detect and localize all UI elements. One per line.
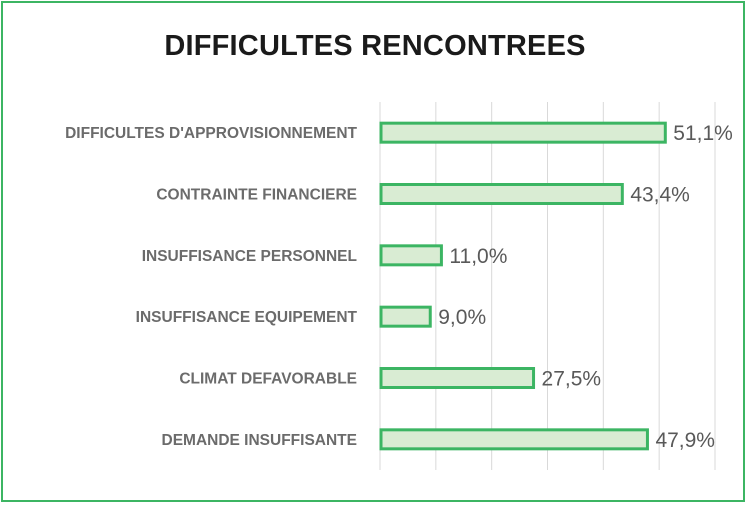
category-label: INSUFFISANCE PERSONNEL <box>142 248 357 265</box>
bars <box>379 121 667 451</box>
bar <box>379 121 667 144</box>
data-label: 47,9% <box>655 429 715 452</box>
category-label: CLIMAT DEFAVORABLE <box>179 371 357 388</box>
bar <box>379 183 624 205</box>
data-label: 51,1% <box>673 122 733 145</box>
bar <box>379 244 443 267</box>
category-label: CONTRAINTE FINANCIERE <box>156 187 357 204</box>
chart-title: DIFFICULTES RENCONTREES <box>164 30 586 62</box>
gridlines <box>379 102 716 470</box>
bar <box>379 367 536 389</box>
category-label: DEMANDE INSUFFISANTE <box>162 432 357 449</box>
bar <box>379 305 432 328</box>
value-labels: 51,1% 43,4% 11,0% 9,0% 27,5% 47,9% <box>438 122 733 452</box>
data-label: 43,4% <box>630 184 690 207</box>
bar <box>379 428 649 451</box>
data-label: 11,0% <box>449 245 507 268</box>
category-label: INSUFFISANCE EQUIPEMENT <box>136 309 358 326</box>
category-labels: DIFFICULTES D'APPROVISIONNEMENT CONTRAINT… <box>65 125 357 449</box>
data-label: 27,5% <box>542 368 602 391</box>
category-label: DIFFICULTES D'APPROVISIONNEMENT <box>65 125 357 142</box>
data-label: 9,0% <box>438 306 486 329</box>
